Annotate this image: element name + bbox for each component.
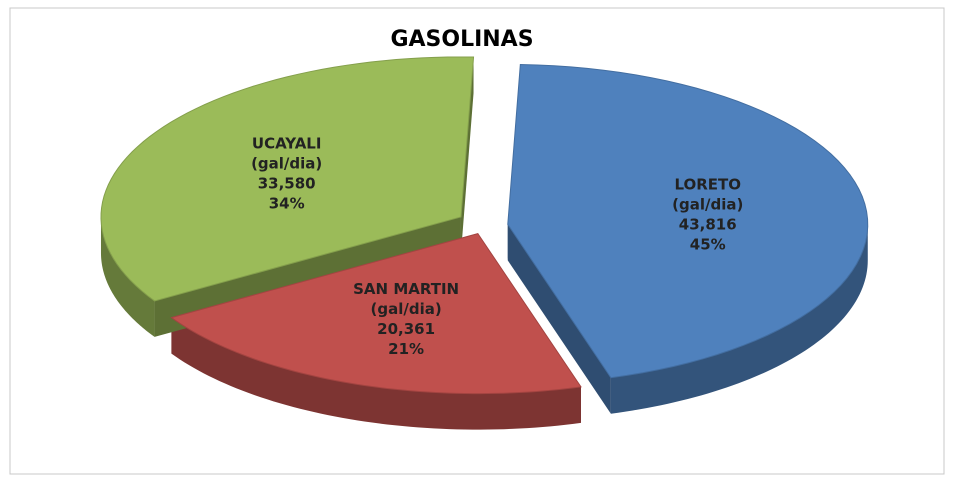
slice-edge <box>460 57 474 253</box>
slice <box>507 64 869 379</box>
slice <box>170 233 582 395</box>
slice-value: 43,816 <box>679 216 737 234</box>
chart-title: GASOLINAS <box>390 27 533 52</box>
slice-side <box>171 317 581 430</box>
slice-unit: (gal/dia) <box>371 300 442 318</box>
slice-category: LORETO <box>674 176 741 194</box>
slice-value: 20,361 <box>377 320 435 338</box>
slice-percent: 45% <box>690 236 726 254</box>
slice-category: SAN MARTIN <box>353 280 459 298</box>
slice-side <box>100 216 155 337</box>
slice-unit: (gal/dia) <box>251 154 322 172</box>
slice <box>100 56 475 302</box>
slice-edge <box>507 224 611 414</box>
slice-percent: 21% <box>388 340 424 358</box>
slice-category: UCAYALI <box>252 134 322 152</box>
slice-unit: (gal/dia) <box>672 196 743 214</box>
slice-percent: 34% <box>269 194 305 212</box>
slice-value: 33,580 <box>258 174 316 192</box>
